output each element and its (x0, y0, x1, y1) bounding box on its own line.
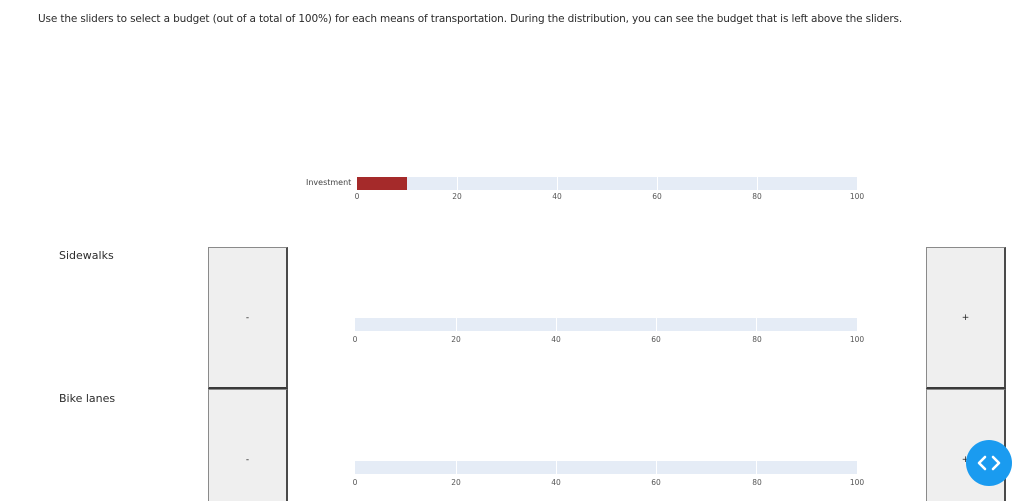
axis-tick: 80 (752, 192, 762, 201)
gridline (756, 461, 757, 474)
axis-tick: 0 (354, 192, 360, 201)
axis-tick: 20 (451, 478, 461, 487)
bike-lanes-label: Bike lanes (59, 392, 116, 405)
axis-tick: 20 (452, 192, 462, 201)
axis-tick: 20 (451, 335, 461, 344)
gridline (657, 177, 658, 190)
axis-tick: 40 (551, 335, 561, 344)
gridline (456, 318, 457, 331)
axis-tick: 0 (352, 335, 358, 344)
axis-tick: 100 (849, 192, 865, 201)
axis-tick: 60 (651, 478, 661, 487)
gridline (756, 318, 757, 331)
gridline (557, 177, 558, 190)
gridline (456, 461, 457, 474)
sidewalks-decrease-button[interactable]: - (208, 247, 288, 389)
sidewalks-slider[interactable] (355, 318, 857, 331)
sidewalks-increase-button[interactable]: + (926, 247, 1006, 389)
axis-tick: 0 (352, 478, 358, 487)
axis-tick: 80 (752, 478, 762, 487)
axis-tick: 60 (651, 335, 661, 344)
axis-tick: 60 (652, 192, 662, 201)
axis-tick: 40 (551, 478, 561, 487)
code-toggle-button[interactable] (966, 440, 1012, 486)
axis-tick: 80 (752, 335, 762, 344)
investment-label: Investment (306, 178, 352, 187)
axis-tick: 100 (849, 478, 865, 487)
sidewalks-label: Sidewalks (59, 249, 114, 262)
investment-track (357, 177, 857, 190)
gridline (757, 177, 758, 190)
investment-bar (357, 177, 407, 190)
gridline (556, 318, 557, 331)
bike-lanes-decrease-button[interactable]: - (208, 389, 288, 501)
gridline (656, 461, 657, 474)
gridline (556, 461, 557, 474)
instructions-text: Use the sliders to select a budget (out … (38, 13, 903, 25)
code-brackets-icon (977, 455, 1001, 471)
bike-lanes-slider[interactable] (355, 461, 857, 474)
axis-tick: 100 (849, 335, 865, 344)
axis-tick: 40 (552, 192, 562, 201)
gridline (457, 177, 458, 190)
gridline (656, 318, 657, 331)
